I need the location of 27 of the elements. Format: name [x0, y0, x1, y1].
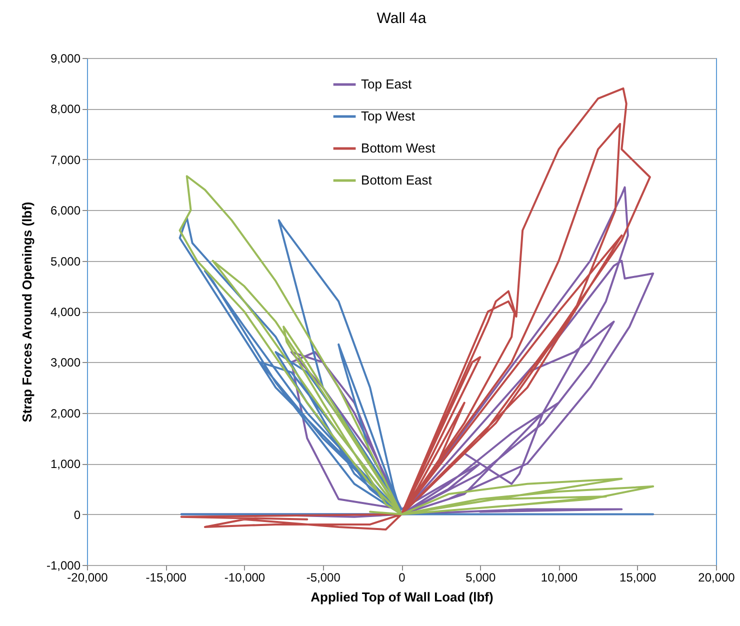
y-tick-label: 1,000: [50, 457, 81, 472]
y-tick-label: 3,000: [50, 356, 81, 370]
chart-title: Wall 4a: [376, 10, 427, 27]
y-tick-label: 4,000: [50, 305, 81, 319]
y-axis-title: Strap Forces Around Openings (lbf): [19, 202, 34, 422]
x-tick-label: 20,000: [698, 570, 736, 584]
y-tick-label: 2,000: [50, 406, 81, 420]
x-tick-label: 15,000: [620, 570, 657, 584]
x-tick-label: -15,000: [146, 570, 187, 584]
x-tick-label: 10,000: [540, 570, 578, 584]
legend-label: Bottom East: [361, 172, 432, 188]
x-tick-label: -10,000: [224, 570, 266, 584]
legend-label: Top West: [361, 108, 416, 124]
x-axis-title: Applied Top of Wall Load (lbf): [310, 590, 494, 604]
y-tick-label: 8,000: [50, 102, 81, 116]
legend-label: Top East: [361, 76, 412, 92]
y-tick-label: 9,000: [50, 52, 81, 66]
y-tick-label: -1,000: [46, 558, 81, 572]
x-tick-label: -20,000: [67, 570, 108, 584]
y-tick-label: 5,000: [50, 254, 81, 268]
legend-label: Bottom West: [361, 140, 436, 156]
y-tick-label: 6,000: [50, 204, 81, 218]
x-tick-label: 0: [398, 570, 406, 584]
y-tick-label: 0: [74, 508, 81, 522]
x-tick-label: 5,000: [466, 570, 496, 584]
x-tick-label: -5,000: [306, 570, 341, 584]
y-tick-label: 7,000: [50, 152, 81, 167]
